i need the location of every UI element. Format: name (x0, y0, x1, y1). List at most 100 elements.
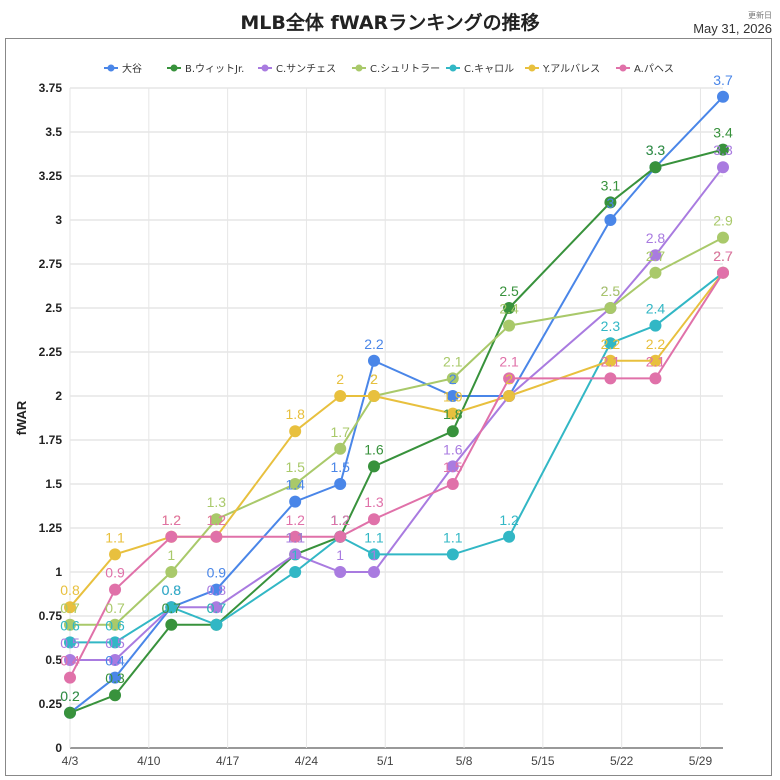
data-point (210, 530, 223, 543)
data-label: 0.3 (105, 670, 125, 686)
data-label: 1.6 (364, 441, 384, 457)
x-tick-label: 4/17 (216, 754, 240, 768)
x-tick-label: 5/8 (456, 754, 473, 768)
data-label: 1.2 (285, 512, 305, 528)
data-label: 2 (370, 371, 378, 387)
data-point (109, 548, 122, 561)
data-label: 3.3 (713, 142, 733, 158)
data-label: 0.7 (207, 600, 227, 616)
y-axis-title: fWAR (14, 400, 29, 435)
series-line (69, 148, 724, 714)
data-label: 3.3 (646, 142, 666, 158)
data-label: 1.3 (364, 494, 384, 510)
y-tick-label: 1.25 (39, 521, 63, 535)
data-label: 1.2 (330, 512, 350, 528)
x-tick-label: 5/22 (610, 754, 634, 768)
data-label: 1.2 (499, 512, 519, 528)
data-point (717, 231, 729, 244)
series-line (69, 272, 724, 679)
data-point (64, 654, 76, 666)
data-label: 0.7 (105, 600, 125, 616)
y-tick-label: 3.25 (39, 169, 63, 183)
data-point (289, 530, 302, 543)
data-label: 2.1 (499, 353, 519, 369)
legend-label: C.サンチェス (276, 63, 336, 75)
data-point (717, 266, 729, 279)
data-point (289, 548, 302, 561)
data-point (604, 214, 617, 226)
data-label: 2.2 (364, 336, 384, 352)
data-point (64, 636, 76, 649)
data-point (334, 478, 347, 490)
data-point (334, 530, 347, 543)
data-label: 1.2 (207, 512, 227, 528)
series-points (64, 90, 729, 719)
y-tick-label: 2.75 (39, 257, 63, 271)
data-point (64, 706, 76, 719)
data-label: 1.2 (330, 512, 350, 528)
data-label: 0.8 (162, 582, 182, 598)
data-label: 1.2 (162, 512, 182, 528)
data-point (210, 601, 223, 614)
data-point (649, 266, 662, 279)
data-point (109, 671, 122, 684)
y-tick-label: 2.5 (45, 301, 62, 315)
data-label: 0.5 (60, 635, 80, 651)
legend-marker (528, 64, 536, 72)
data-point (717, 90, 729, 103)
data-label: 0.4 (60, 653, 80, 669)
data-point (334, 442, 347, 455)
y-tick-label: 0.25 (39, 697, 63, 711)
data-point (446, 390, 459, 402)
data-label: 2.4 (646, 301, 666, 317)
data-point (367, 548, 380, 561)
legend-marker (170, 64, 178, 72)
data-label: 2.1 (601, 353, 621, 369)
data-label: 2.7 (713, 248, 733, 264)
legend-item[interactable]: Y.アルバレス (525, 63, 600, 75)
legend-item[interactable]: C.サンチェス (258, 63, 336, 75)
data-point (289, 478, 302, 490)
data-label: 3.7 (713, 72, 733, 88)
data-label: 1.1 (105, 529, 125, 545)
data-point (334, 566, 347, 578)
legend-item[interactable]: C.シュリトラー (352, 63, 440, 75)
data-label: 0.8 (60, 582, 80, 598)
data-label: 2.8 (646, 230, 666, 246)
x-tick-label: 5/15 (531, 754, 555, 768)
updated-label: 更新日 (748, 11, 772, 20)
data-label: 0.8 (162, 582, 182, 598)
data-label: 0.6 (105, 617, 125, 633)
y-tick-label: 0.75 (39, 609, 63, 623)
data-point (604, 302, 617, 314)
legend-marker (449, 64, 457, 72)
legend-item[interactable]: 大谷 (104, 62, 142, 75)
data-point (109, 583, 122, 596)
legend-item[interactable]: A.パヘス (616, 63, 674, 75)
chart-title: MLB全体 fWARランキングの推移 (240, 12, 540, 34)
data-point (165, 601, 178, 614)
series-line (70, 272, 724, 644)
x-tick-label: 4/3 (62, 754, 79, 768)
data-label: 0.4 (105, 653, 125, 669)
series-lines (69, 96, 724, 714)
legend-marker (261, 64, 269, 72)
data-point (717, 143, 729, 156)
data-point (210, 583, 223, 596)
data-label: 0.5 (105, 635, 125, 651)
y-tick-label: 3.75 (39, 81, 63, 95)
legend-item[interactable]: B.ウィットJr. (167, 63, 244, 75)
data-label: 0.6 (60, 617, 80, 633)
data-label: 2.5 (601, 283, 621, 299)
gridlines (69, 87, 723, 749)
legend-item[interactable]: C.キャロル (446, 64, 514, 75)
data-point (367, 390, 380, 402)
data-label: 1.2 (330, 512, 350, 528)
legend[interactable]: 大谷 B.ウィットJr. C.サンチェス C.シュリトラー C.キャロル Y.アルバレス A… (104, 62, 674, 75)
data-label: 1.6 (443, 441, 463, 457)
data-label: 3.4 (713, 125, 733, 141)
data-point (446, 478, 459, 490)
data-point (503, 372, 516, 385)
data-point (367, 354, 380, 367)
